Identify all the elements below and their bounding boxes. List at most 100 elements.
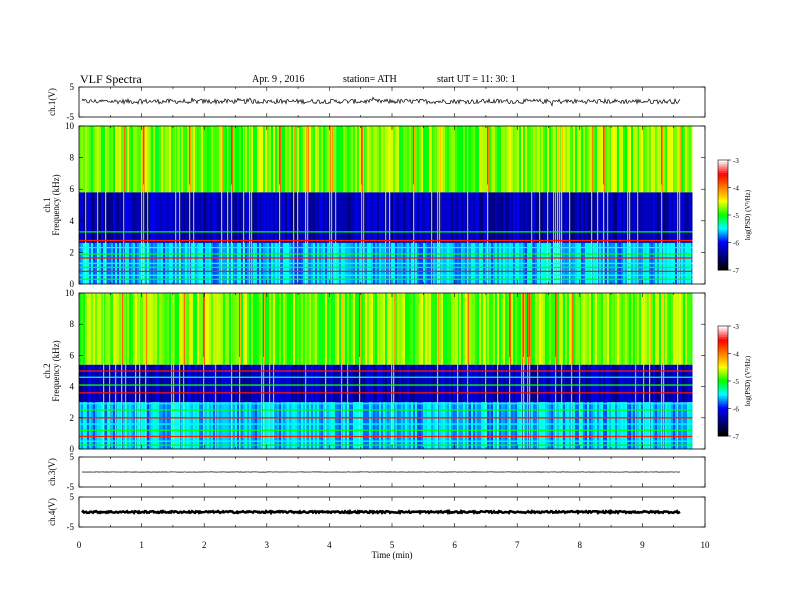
ch1_spectrogram-cell [599, 126, 601, 193]
ch1_spectrogram-cell [275, 192, 277, 243]
ch2_spectrogram-cell [615, 364, 617, 403]
ch2_spectrogram-cell [613, 293, 615, 365]
ch1_spectrogram-cell [365, 126, 367, 193]
ch2_spectrogram-cell [499, 364, 501, 403]
ch1_spectrogram-cell [505, 192, 507, 243]
ch2_spectrogram-cell [147, 364, 149, 403]
ch2_spectrogram-cell [165, 402, 167, 449]
ch1_spectrogram-cell [169, 192, 171, 243]
ch2_spectrogram-cell [513, 364, 515, 403]
ch1_spectrogram-colorbar-cell [718, 167, 728, 170]
ch2_spectrogram-cell [317, 293, 319, 365]
ch2_spectrogram-cell [429, 364, 431, 403]
ch2_spectrogram-cell [471, 364, 473, 403]
ch2_spectrogram-cell [285, 402, 287, 449]
ch1_spectrogram-cell [663, 192, 665, 243]
ch2_spectrogram-cell [395, 364, 397, 403]
ch2_spectrogram-cell [321, 293, 323, 365]
ch1_spectrogram-cell [475, 192, 477, 243]
ch1_spectrogram-cell [563, 126, 565, 193]
ch1_spectrogram-colorbar-cell [718, 191, 728, 194]
ch2_spectrogram-cell [289, 402, 291, 449]
ch1_spectrogram-cell [311, 126, 313, 193]
ch2_spectrogram-cell [213, 364, 215, 403]
ch2_spectrogram-cell [581, 364, 583, 403]
ch2_spectrogram-cell [205, 293, 207, 365]
ch2_spectrogram-cell [335, 364, 337, 403]
ch1_spectrogram-cell [463, 192, 465, 243]
ch2_spectrogram-colorbar-cell [718, 357, 728, 360]
ch2_spectrogram-cell [253, 293, 255, 365]
ch2_spectrogram-cell [321, 402, 323, 449]
ch2_spectrogram-cell [603, 364, 605, 403]
ch1_spectrogram-sferic [569, 126, 571, 284]
ch2_spectrogram-cell [433, 293, 435, 365]
ch1_spectrogram-sferic [143, 126, 145, 284]
ch2_spectrogram-sferic [555, 293, 556, 357]
ch1_spectrogram-colorbar-cell [718, 213, 728, 216]
ch2_spectrogram-cell [535, 402, 537, 449]
ch2_spectrogram-cell [207, 402, 209, 449]
ch2_spectrogram-cell [399, 402, 401, 449]
ch1_spectrogram-cell [435, 192, 437, 243]
ch2_spectrogram-cell [687, 293, 689, 365]
ch2_spectrogram-cell [271, 364, 273, 403]
ch1_spectrogram-cell [615, 126, 617, 193]
ch1_spectrogram-sferic [231, 126, 232, 185]
ch1_spectrogram-cell [517, 126, 519, 193]
ch2_spectrogram-cell [619, 293, 621, 365]
ch2_spectrogram-cell [187, 364, 189, 403]
ch1_spectrogram-cell [203, 126, 205, 193]
ch1_spectrogram-cell [89, 192, 91, 243]
ch1_spectrogram-sferic [467, 126, 469, 284]
ch2_spectrogram-cell [659, 402, 661, 449]
ch1_spectrogram-cell [171, 192, 173, 243]
ch2_spectrogram-cell [89, 402, 91, 449]
ch1_spectrogram-colorbar-cell [718, 205, 728, 209]
ch2_spectrogram-cell [339, 293, 341, 365]
ch2_spectrogram-cell [141, 293, 143, 365]
ch2_spectrogram-cell [447, 364, 449, 403]
ch1_spectrogram-cell [457, 192, 459, 243]
ch2_spectrogram-cell [189, 293, 191, 365]
ch2_spectrogram-colorbar-cell [718, 364, 728, 367]
ch2_spectrogram-colorbar-cell [718, 344, 728, 347]
ch2_spectrogram-cell [493, 293, 495, 365]
ch2_spectrogram-colorbar-cell [718, 359, 728, 362]
ch2_spectrogram-cell [119, 293, 121, 365]
ch1_spectrogram-sferic [413, 126, 414, 185]
ch1_spectrogram-cell [261, 126, 263, 193]
ch2_spectrogram-cell [129, 364, 131, 403]
ch1_spectrogram-cell [267, 126, 269, 193]
ch2_spectrogram-cell [491, 364, 493, 403]
ch1_spectrogram-cell [549, 126, 551, 193]
ch1_spectrogram-cell [473, 192, 475, 243]
ch1_spectrogram-cell [81, 126, 83, 193]
ch2_spectrogram-cell [85, 364, 87, 403]
ch2_spectrogram-cell [355, 364, 357, 403]
ch1_spectrogram-cell [111, 126, 113, 193]
ch2_spectrogram-cell [477, 402, 479, 449]
ch1_spectrogram-sferic [85, 126, 87, 284]
ch1_spectrogram-cell [499, 126, 501, 193]
ch1_spectrogram-cell [633, 126, 635, 193]
ch1_spectrogram-cell [651, 126, 653, 193]
ch1_spectrogram-colorbar-cell [718, 218, 728, 221]
ch2_spectrogram-cell [383, 402, 385, 449]
ch2_spectrogram-cell [601, 402, 603, 449]
ch1_spectrogram-sferic [143, 126, 144, 185]
ch1_spectrogram-cell [99, 126, 101, 193]
ch2_spectrogram-cell [439, 364, 441, 403]
ch2_spectrogram-cell [439, 293, 441, 365]
ch1_spectrogram-cell [271, 192, 273, 243]
ch1_spectrogram-cell [239, 192, 241, 243]
ch2_spectrogram-cell [339, 364, 341, 403]
ch2_spectrogram-cell [673, 364, 675, 403]
ch2_spectrogram-cell [369, 402, 371, 449]
ch2_spectrogram-cell [441, 364, 443, 403]
ch2_spectrogram-cell [465, 402, 467, 449]
ch1_spectrogram-cell [379, 126, 381, 193]
ch2_spectrogram-cell [309, 364, 311, 403]
ch1_spectrogram-cell [481, 192, 483, 243]
ch2_spectrogram-cell [531, 364, 533, 403]
